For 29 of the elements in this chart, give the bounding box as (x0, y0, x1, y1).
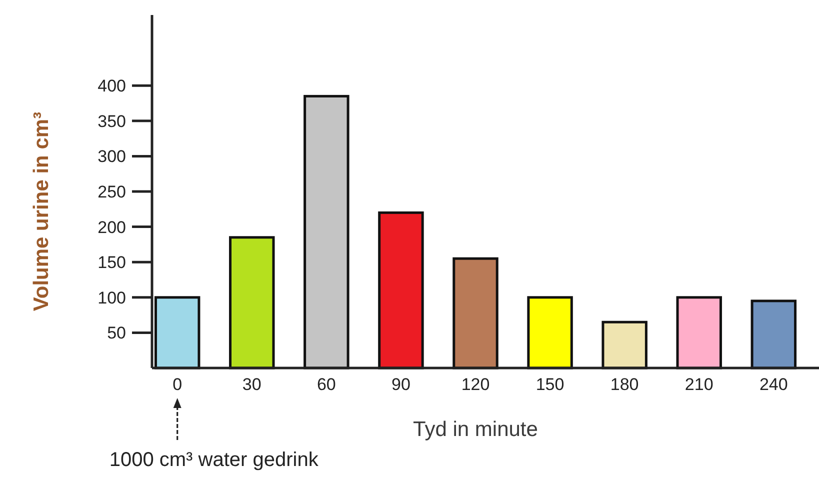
bar (304, 94, 350, 370)
y-tick-label: 200 (98, 218, 126, 237)
y-tick-label: 100 (98, 288, 126, 308)
x-tick-label: 30 (242, 375, 262, 394)
bar (154, 296, 200, 370)
text: 1000 cm³ water gedrink (109, 449, 320, 471)
x-tick-label: 90 (392, 375, 410, 394)
y-tick-label: 400 (98, 76, 126, 96)
bar (229, 236, 275, 370)
bar (527, 296, 573, 370)
x-tick-label: 120 (461, 375, 490, 394)
y-axis-title: Volume urine in cm³ (30, 112, 53, 312)
x-tick-label: 240 (759, 375, 788, 394)
y-tick-label: 150 (98, 253, 126, 272)
y-tick-label: 350 (98, 112, 126, 131)
x-tick-label: 180 (610, 375, 639, 394)
x-tick-label: 150 (536, 375, 564, 394)
bar (676, 296, 722, 370)
y-tick-label: 50 (107, 324, 126, 343)
bar (452, 257, 498, 370)
bar (750, 300, 797, 370)
x-tick-label: 210 (684, 375, 714, 394)
y-tick-label: 300 (98, 147, 126, 166)
y-tick-label: 250 (98, 182, 126, 202)
bar (602, 320, 648, 370)
x-tick-label: 0 (172, 375, 182, 394)
x-axis-title: Tyd in minute (413, 418, 538, 441)
x-tick-label: 60 (316, 375, 336, 394)
bar (378, 211, 424, 370)
